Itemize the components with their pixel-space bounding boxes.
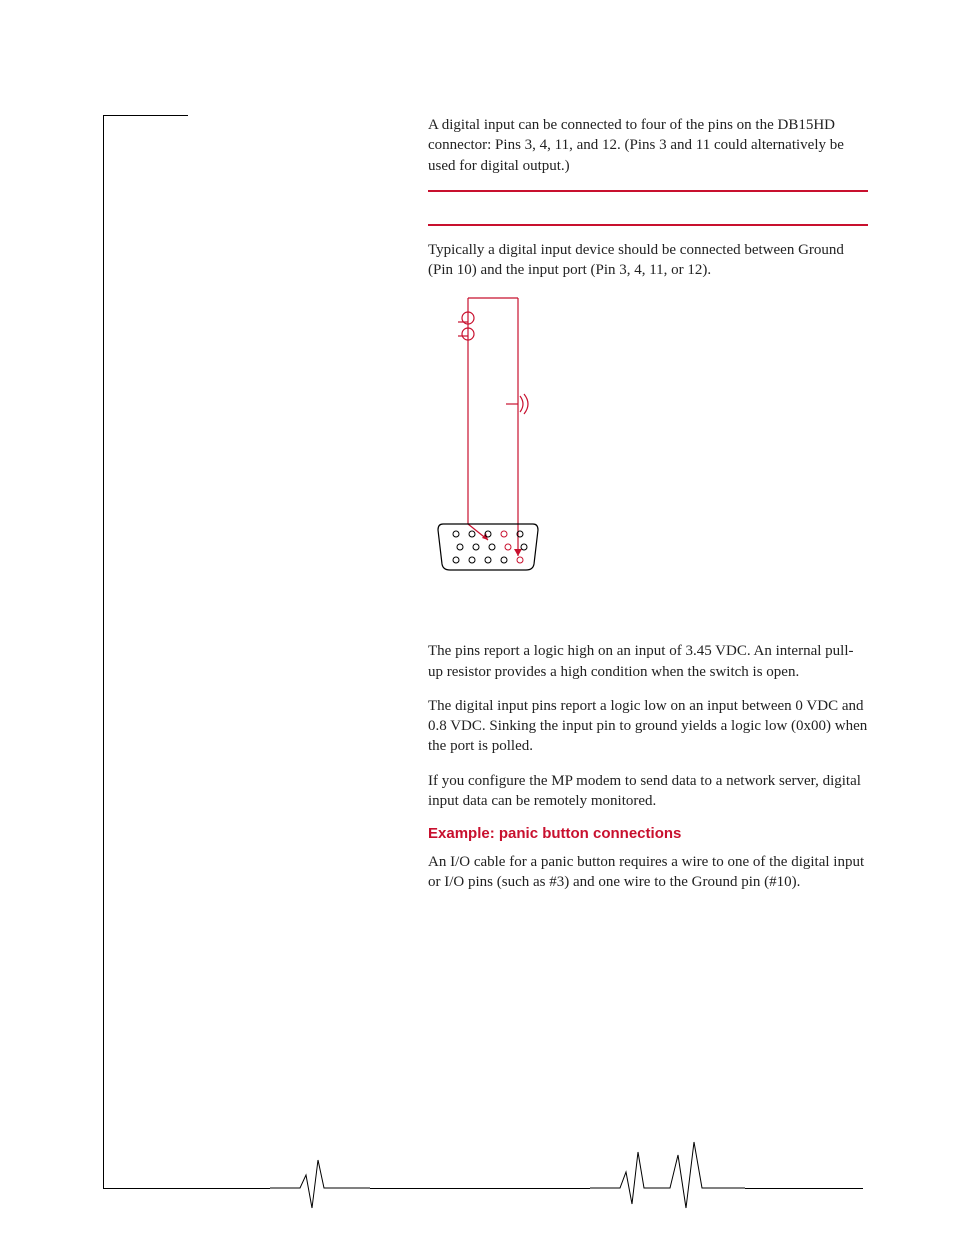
schematic-diagram <box>428 294 868 589</box>
paragraph-typical: Typically a digital input device should … <box>428 240 868 281</box>
sidebar-top-tick <box>103 115 188 116</box>
paragraph-logic-high: The pins report a logic high on an input… <box>428 641 868 682</box>
heading-example: Example: panic button connections <box>428 825 868 842</box>
ecg-trace-right <box>590 1130 745 1210</box>
main-content: A digital input can be connected to four… <box>428 115 868 907</box>
divider-bottom <box>428 224 868 226</box>
sidebar-bottom-rule <box>103 1188 863 1189</box>
divider-gap <box>428 192 868 224</box>
paragraph-example: An I/O cable for a panic button requires… <box>428 852 868 893</box>
paragraph-remote: If you configure the MP modem to send da… <box>428 771 868 812</box>
sidebar-vertical-rule <box>103 115 104 1188</box>
paragraph-intro: A digital input can be connected to four… <box>428 115 868 176</box>
paragraph-logic-low: The digital input pins report a logic lo… <box>428 696 868 757</box>
ecg-trace-left <box>270 1140 370 1210</box>
